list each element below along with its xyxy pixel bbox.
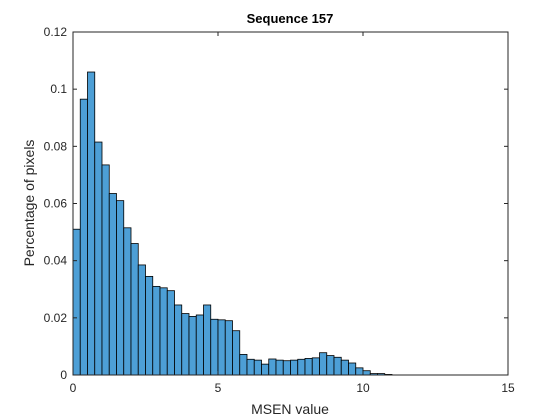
histogram-bar — [290, 359, 299, 376]
histogram-bar — [326, 355, 335, 376]
x-axis-ticks: 0 5 10 15 — [70, 32, 515, 395]
y-tick-label: 0.1 — [50, 82, 67, 96]
histogram-bar — [217, 319, 226, 376]
x-tick-label: 0 — [70, 381, 77, 395]
histogram-bar — [101, 164, 110, 376]
y-tick-label: 0.04 — [44, 254, 68, 268]
chart-title: Sequence 157 — [247, 11, 334, 26]
histogram-bar — [333, 356, 342, 376]
histogram-bar — [123, 227, 132, 376]
histogram-bar — [319, 352, 328, 376]
x-tick-label: 15 — [501, 381, 515, 395]
histogram-bar — [304, 358, 313, 376]
histogram-bar — [159, 287, 168, 376]
x-tick-label: 5 — [215, 381, 222, 395]
histogram-bar — [224, 320, 233, 376]
histogram-bar — [108, 193, 117, 376]
y-tick-label: 0.06 — [44, 197, 68, 211]
histogram-bar — [261, 363, 270, 376]
histogram-bar — [246, 358, 255, 376]
histogram-bar — [188, 315, 197, 376]
histogram-bar — [348, 362, 357, 376]
y-tick-label: 0.02 — [44, 311, 68, 325]
histogram-bar — [355, 367, 364, 376]
x-tick-label: 10 — [356, 381, 370, 395]
histogram-bar — [145, 275, 154, 376]
x-axis-label: MSEN value — [251, 401, 329, 417]
histogram-bar — [268, 358, 277, 376]
histogram-bar — [72, 228, 81, 376]
y-tick-label: 0.12 — [44, 25, 68, 39]
histogram-bar — [174, 304, 183, 376]
histogram-bar — [340, 359, 349, 376]
histogram-bar — [94, 141, 103, 376]
histogram-bar — [195, 314, 204, 376]
histogram-bar — [210, 318, 219, 376]
y-axis-ticks: 0 0.02 0.04 0.06 0.08 0.1 0.12 — [44, 25, 508, 382]
histogram-bar — [239, 354, 248, 376]
histogram-bar — [130, 243, 139, 376]
histogram-bar — [297, 358, 306, 376]
histogram-bar — [203, 304, 212, 376]
histogram-bar — [253, 359, 262, 376]
histogram-bar — [362, 370, 371, 376]
y-tick-label: 0.08 — [44, 139, 68, 153]
y-tick-label: 0 — [60, 368, 67, 382]
histogram-bar — [79, 98, 88, 376]
histogram-bar — [116, 200, 125, 376]
histogram-bar — [152, 285, 161, 376]
histogram-bar — [181, 313, 190, 376]
histogram-bar — [232, 330, 241, 376]
histogram-bar — [166, 290, 175, 376]
histogram-bar — [137, 264, 146, 376]
histogram-bar — [311, 357, 320, 376]
y-axis-label: Percentage of pixels — [21, 140, 37, 267]
histogram-bar — [275, 359, 284, 376]
histogram-bar — [282, 360, 291, 376]
histogram-bar — [87, 71, 96, 376]
